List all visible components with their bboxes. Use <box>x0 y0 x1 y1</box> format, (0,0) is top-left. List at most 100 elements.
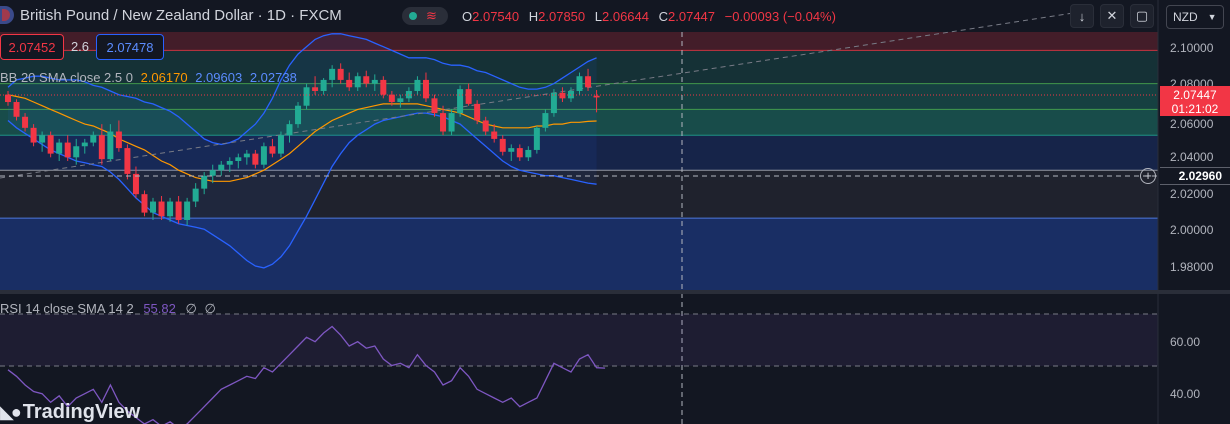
market-status[interactable]: ≋ <box>402 7 448 25</box>
candle <box>431 94 438 117</box>
candles <box>5 63 600 226</box>
arrow-down-icon: ↓ <box>1078 8 1086 24</box>
candle <box>286 120 293 143</box>
open-value: 2.07540 <box>472 9 520 24</box>
trend-line[interactable] <box>0 11 1081 179</box>
high-key: H <box>528 9 539 24</box>
last-price-value: 2.07447 <box>1173 88 1217 102</box>
bb-basis-line <box>7 94 597 182</box>
candle <box>533 125 540 154</box>
candle <box>132 166 139 198</box>
market-open-dot-icon <box>409 12 417 20</box>
candle <box>226 157 233 173</box>
candle <box>576 72 583 95</box>
candle <box>491 124 498 143</box>
fullscreen-button[interactable]: ▢ <box>1130 4 1154 28</box>
candle <box>499 135 506 156</box>
price-axis-label: 1.98000 <box>1170 260 1214 274</box>
scroll-down-button[interactable]: ↓ <box>1070 4 1094 28</box>
crosshair-price-label: 2.02960 <box>1160 167 1230 185</box>
candle <box>508 144 515 161</box>
candle <box>175 196 182 224</box>
close-value: 2.07447 <box>668 9 716 24</box>
price-axis-label: 2.04000 <box>1170 150 1214 164</box>
candle <box>525 146 532 161</box>
currency-select[interactable]: NZD ▼ <box>1166 5 1224 29</box>
bb-upper-line <box>7 33 597 146</box>
candle <box>141 190 148 217</box>
collapse-icon: ✕ <box>1106 8 1118 23</box>
symbol-header: British Pound / New Zealand Dollar · 1D … <box>0 0 1160 32</box>
rsi-axis-label: 60.00 <box>1170 335 1201 349</box>
sell-button[interactable]: 2.07452 <box>0 34 64 60</box>
candle <box>201 172 208 195</box>
rsi-label: RSI 14 close SMA 14 2 <box>0 301 134 316</box>
candle <box>98 124 105 165</box>
collapse-button[interactable]: ✕ <box>1100 4 1124 28</box>
candle <box>388 90 395 106</box>
logo-text: TradingView <box>22 400 141 423</box>
candle <box>482 116 489 136</box>
position-zone <box>0 218 1158 290</box>
change-value: −0.00093 (−0.04%) <box>724 9 836 24</box>
last-price-label: 2.07447 01:21:02 <box>1160 86 1230 116</box>
open-key: O <box>462 9 473 24</box>
rsi-extra-1: ∅ <box>185 301 197 316</box>
buy-button[interactable]: 2.07478 <box>96 34 164 60</box>
candle <box>585 68 592 91</box>
candle <box>337 63 344 84</box>
candle <box>397 94 404 108</box>
candle <box>73 138 80 165</box>
candle <box>303 83 310 110</box>
low-value: 2.06644 <box>602 9 649 24</box>
rsi-extra-2: ∅ <box>204 301 216 316</box>
rsi-value: 55.82 <box>143 301 176 316</box>
candle <box>124 144 131 180</box>
rsi-legend[interactable]: RSI 14 close SMA 14 2 55.82 ∅ ∅ <box>0 301 216 317</box>
chevron-down-icon: ▼ <box>1207 12 1217 22</box>
price-axis-label: 2.06000 <box>1170 117 1214 131</box>
symbol-flag-icon <box>0 6 14 24</box>
spread-value: 2.6 <box>70 38 90 54</box>
candle <box>158 196 165 220</box>
candle <box>90 131 97 147</box>
price-axis-label: 2.02000 <box>1170 187 1214 201</box>
candle <box>64 135 71 161</box>
rsi-band <box>0 314 1158 366</box>
candle <box>320 78 327 95</box>
tradingview-mark-icon: ◣● <box>0 401 22 422</box>
candle <box>56 138 63 161</box>
symbol-title[interactable]: British Pound / New Zealand Dollar · 1D … <box>20 7 342 24</box>
wave-icon: ≋ <box>426 8 437 23</box>
bb-basis-value: 2.06170 <box>140 70 188 85</box>
candle <box>559 87 566 103</box>
candle <box>380 76 387 99</box>
tradingview-logo[interactable]: ◣● TradingView <box>0 400 140 424</box>
candle <box>243 149 250 165</box>
candle <box>312 76 319 95</box>
candle <box>440 105 447 136</box>
candle <box>277 131 284 158</box>
pane-separator[interactable] <box>0 290 1230 294</box>
bb-lower-line <box>7 112 597 269</box>
candle <box>363 70 370 88</box>
candle <box>422 72 429 103</box>
rsi-axis-label: 40.00 <box>1170 387 1201 401</box>
candle <box>13 99 20 121</box>
candle <box>115 120 122 152</box>
candle <box>107 124 114 161</box>
bb-legend[interactable]: BB 20 SMA close 2.5 0 2.06170 2.09603 2.… <box>0 70 297 85</box>
candle <box>295 102 302 128</box>
add-alert-plus-icon[interactable]: + <box>1140 168 1156 184</box>
high-value: 2.07850 <box>538 9 586 24</box>
candle <box>269 138 276 158</box>
candle <box>329 65 336 88</box>
candle <box>252 149 259 169</box>
candle <box>346 72 353 91</box>
candle <box>39 131 46 152</box>
candle <box>184 197 191 226</box>
low-key: L <box>594 9 602 24</box>
price-axis-label: 2.00000 <box>1170 223 1214 237</box>
